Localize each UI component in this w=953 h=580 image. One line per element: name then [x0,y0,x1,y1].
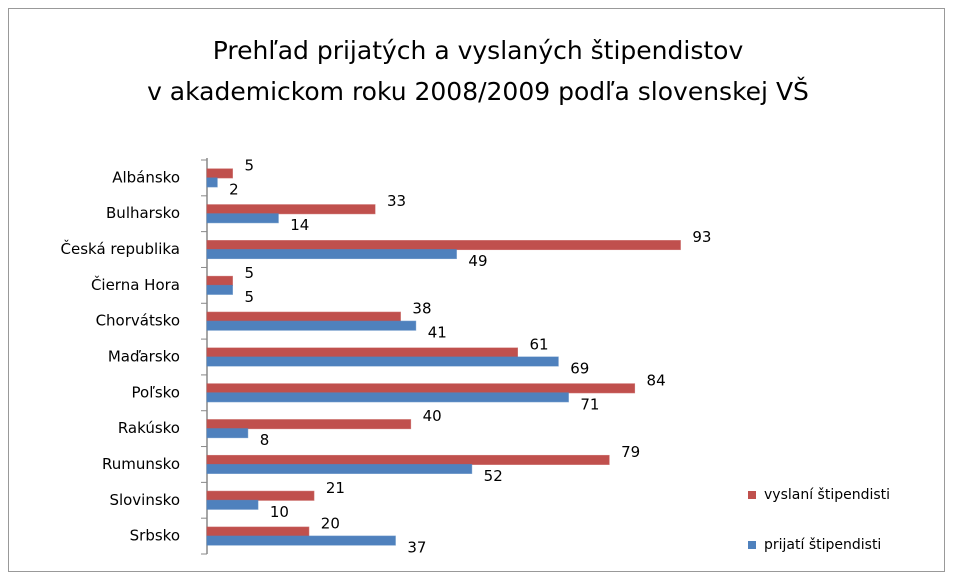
y-tick-label: Albánsko [112,168,180,186]
bar [206,463,473,474]
bar [206,320,417,331]
y-tick-label: Slovinsko [109,491,180,509]
bar [206,392,569,403]
y-tick-label: Chorvátsko [96,312,180,330]
bar [206,240,681,251]
data-label: 79 [621,443,640,461]
data-label: 33 [387,192,406,210]
bar [206,168,233,179]
bar [206,177,218,188]
data-label: 93 [692,228,711,246]
data-label: 2 [229,180,239,198]
y-tick-label: Rakúsko [118,419,180,437]
bar [206,490,315,501]
bar [206,428,249,439]
bar [206,213,279,224]
data-label: 71 [580,395,599,413]
bar [206,275,233,286]
bar [206,347,518,358]
legend-swatch [748,541,756,549]
bar [206,204,376,215]
bar [206,499,259,510]
data-label: 41 [428,324,447,342]
data-label: 21 [326,479,345,497]
bar [206,356,559,367]
y-tick-label: Maďarsko [108,348,180,366]
data-label: 37 [407,539,426,557]
bar [206,284,233,295]
data-label: 52 [484,467,503,485]
legend-label: vyslaní štipendisti [764,487,890,503]
bar [206,526,310,537]
legend-label: prijatí štipendisti [764,537,881,553]
data-label: 10 [270,503,289,521]
data-label: 5 [244,156,254,174]
y-tick-label: Česká republika [61,239,180,258]
chart-frame [8,8,945,572]
chart-title: v akademickom roku 2008/2009 podľa slove… [147,76,809,106]
y-tick-label: Rumunsko [102,455,180,473]
bar [206,535,396,546]
y-tick-label: Poľsko [132,383,180,401]
data-label: 84 [647,371,666,389]
bar [206,311,401,322]
data-label: 49 [468,252,487,270]
data-label: 20 [321,515,340,533]
data-label: 5 [244,288,254,306]
data-label: 69 [570,360,589,378]
data-label: 8 [260,431,270,449]
bar [206,454,610,465]
data-label: 40 [423,407,442,425]
chart-title: Prehľad prijatých a vyslaných štipendist… [213,36,744,65]
data-label: 14 [290,216,309,234]
y-tick-label: Srbsko [130,527,180,545]
y-tick-label: Bulharsko [106,204,180,222]
data-label: 61 [529,336,548,354]
data-label: 5 [244,264,254,282]
bar [206,383,636,394]
data-label: 38 [412,300,431,318]
y-tick-label: Čierna Hora [91,275,180,294]
bar [206,419,412,430]
bar [206,249,457,260]
legend-swatch [748,491,756,499]
